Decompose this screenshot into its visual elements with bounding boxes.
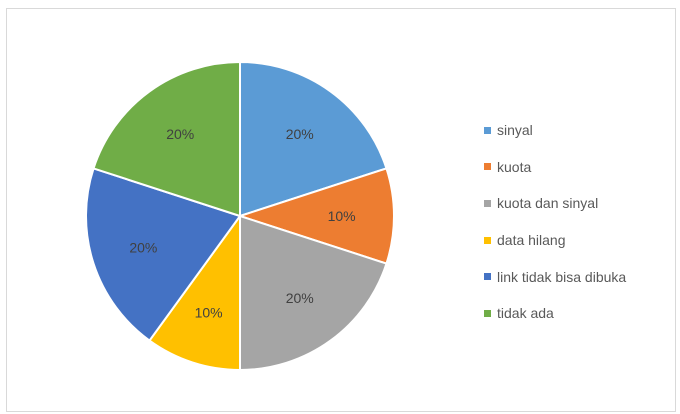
legend-item: tidak ada — [484, 295, 626, 332]
legend-item: data hilang — [484, 222, 626, 259]
data-label-0: 20% — [286, 126, 314, 142]
data-label-5: 20% — [166, 126, 194, 142]
legend-swatch — [484, 273, 491, 281]
legend-label: link tidak bisa dibuka — [497, 268, 627, 285]
pie-slice-2 — [239, 214, 388, 372]
legend-label: kuota dan sinyal — [497, 195, 599, 212]
data-label-1: 10% — [328, 208, 356, 224]
legend-label: tidak ada — [497, 305, 554, 322]
data-label-4: 20% — [129, 239, 157, 255]
data-label-3: 10% — [195, 305, 223, 321]
chart-legend: sinyal kuota kuota dan sinyal data hilang li… — [484, 112, 626, 332]
data-label-2: 20% — [286, 290, 314, 306]
legend-item: sinyal — [484, 112, 626, 149]
pie-slice-5 — [92, 60, 241, 218]
legend-swatch — [484, 163, 491, 171]
pie-slice-1 — [236, 167, 395, 265]
pie-slice-3 — [148, 212, 241, 372]
pie-slice-0 — [239, 60, 388, 218]
legend-item: kuota dan sinyal — [484, 185, 626, 222]
legend-item: kuota — [484, 149, 626, 186]
legend-label: sinyal — [497, 122, 533, 139]
pie-slices — [85, 60, 395, 372]
legend-swatch — [484, 126, 491, 134]
legend-item: link tidak bisa dibuka — [484, 258, 626, 295]
legend-label: data hilang — [497, 232, 566, 249]
legend-swatch — [484, 236, 491, 244]
pie-data-labels: 20% 10% 20% 10% 20% 20% — [129, 126, 355, 321]
pie-slice-4 — [85, 167, 242, 342]
legend-swatch — [484, 309, 491, 317]
legend-label: kuota — [497, 158, 532, 175]
legend-swatch — [484, 199, 491, 207]
